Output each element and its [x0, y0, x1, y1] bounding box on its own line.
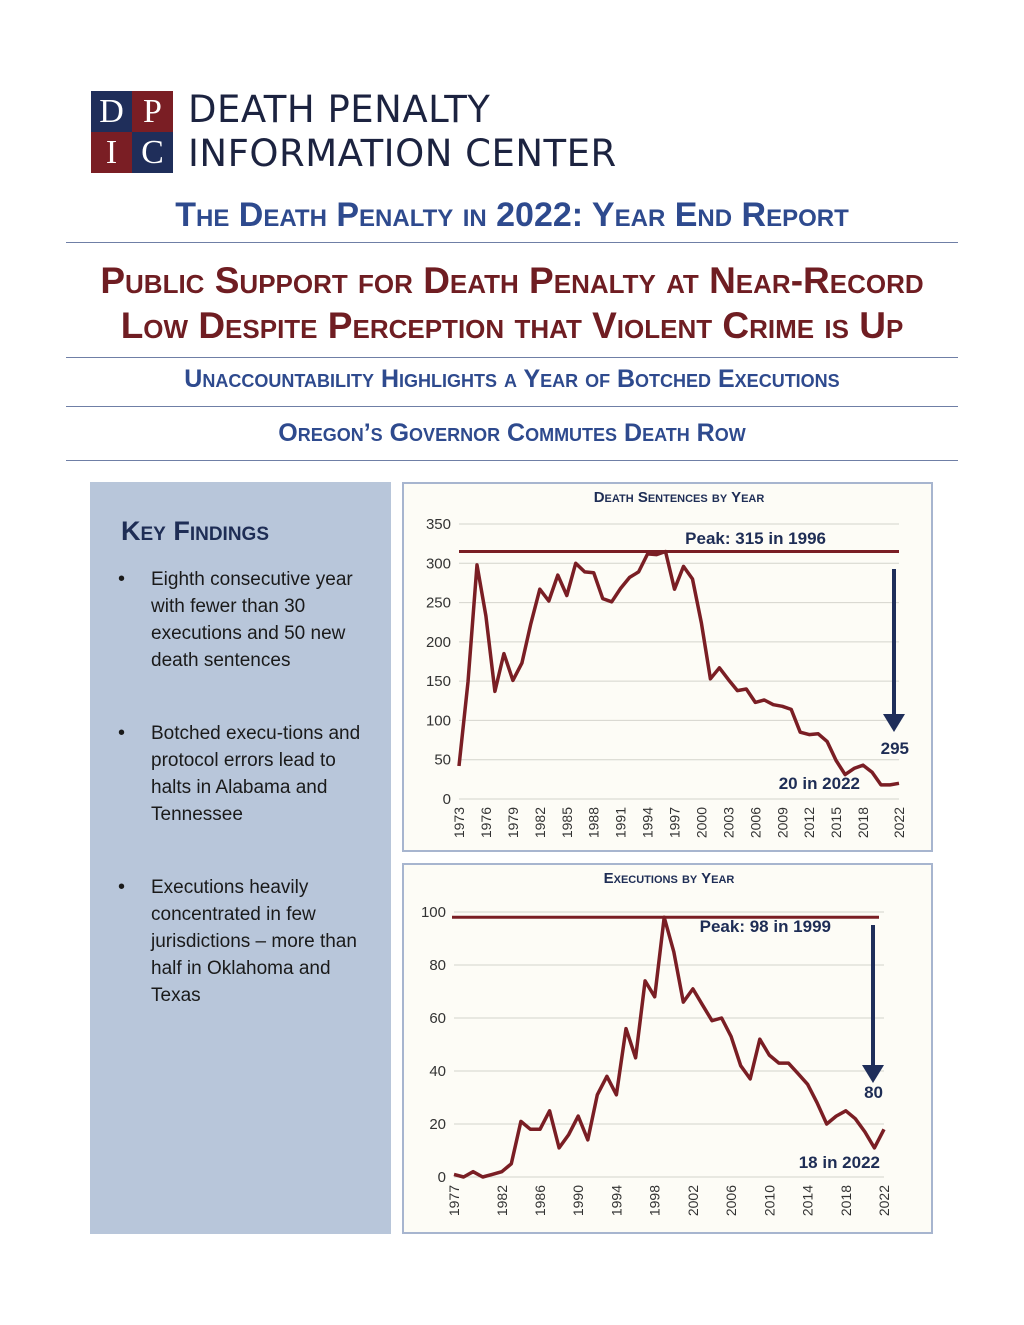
drop-label: 80 — [864, 1083, 883, 1102]
x-tick-label: 1994 — [640, 807, 656, 838]
x-tick-label: 2022 — [876, 1185, 892, 1216]
latest-value-label: 18 in 2022 — [799, 1153, 880, 1172]
key-finding-item: Botched execu-tions and protocol errors … — [118, 720, 368, 828]
organization-name: DEATH PENALTY INFORMATION CENTER — [188, 88, 617, 176]
x-tick-label: 1982 — [532, 807, 548, 838]
organization-line-2: INFORMATION CENTER — [188, 132, 617, 175]
y-tick-label: 250 — [426, 595, 451, 612]
divider — [66, 406, 958, 407]
x-tick-label: 2018 — [838, 1185, 854, 1216]
headline-line-2: Low Despite Perception that Violent Crim… — [120, 305, 904, 346]
y-tick-label: 300 — [426, 555, 451, 572]
y-tick-label: 200 — [426, 634, 451, 651]
x-tick-label: 1973 — [451, 807, 467, 838]
logo-letter-p: P — [132, 91, 173, 132]
logo-letter-d: D — [91, 91, 132, 132]
y-tick-label: 100 — [421, 904, 446, 921]
series-line — [457, 549, 900, 787]
x-tick-label: 1985 — [559, 807, 575, 838]
logo-letter-i: I — [91, 132, 132, 173]
key-finding-item: Executions heavily concentrated in few j… — [118, 874, 368, 1009]
x-tick-label: 2006 — [747, 807, 763, 838]
x-tick-label: 2003 — [720, 807, 736, 838]
x-tick-label: 2022 — [891, 807, 907, 838]
dpic-logo: D P I C — [91, 91, 173, 173]
x-tick-label: 2014 — [800, 1185, 816, 1216]
x-tick-label: 1991 — [613, 807, 629, 838]
divider — [66, 357, 958, 358]
x-tick-label: 1994 — [608, 1185, 624, 1216]
headline: Public Support for Death Penalty at Near… — [66, 258, 958, 348]
organization-line-1: DEATH PENALTY — [188, 88, 491, 131]
key-findings-list: Eighth consecutive year with fewer than … — [118, 566, 368, 1009]
y-tick-label: 20 — [429, 1116, 446, 1133]
x-tick-label: 2009 — [774, 807, 790, 838]
executions-chart: Executions by Year 0 20 40 60 80 100 1977 1982 19… — [402, 863, 933, 1234]
y-tick-label: 80 — [429, 957, 446, 974]
x-tick-label: 2012 — [801, 807, 817, 838]
divider — [66, 242, 958, 243]
divider — [66, 460, 958, 461]
x-tick-label: 2015 — [828, 807, 844, 838]
x-tick-label: 2002 — [685, 1185, 701, 1216]
x-tick-label: 1988 — [586, 807, 602, 838]
x-tick-label: 2010 — [761, 1185, 777, 1216]
series-line — [453, 915, 886, 1179]
y-tick-label: 40 — [429, 1063, 446, 1080]
report-title: The Death Penalty in 2022: Year End Repo… — [175, 196, 849, 234]
y-tick-label: 0 — [443, 791, 451, 808]
logo-letter-c: C — [132, 132, 173, 173]
drop-label: 295 — [881, 739, 909, 758]
x-tick-label: 1990 — [570, 1185, 586, 1216]
x-tick-label: 1979 — [505, 807, 521, 838]
x-tick-label: 2000 — [693, 807, 709, 838]
y-tick-label: 50 — [434, 752, 451, 769]
y-tick-label: 350 — [426, 516, 451, 533]
latest-value-label: 20 in 2022 — [779, 774, 860, 793]
y-tick-label: 0 — [438, 1169, 446, 1186]
y-tick-label: 150 — [426, 673, 451, 690]
subhead-oregon: Oregon’s Governor Commutes Death Row — [278, 419, 746, 447]
peak-label: Peak: 315 in 1996 — [685, 529, 826, 548]
x-tick-label: 1982 — [494, 1185, 510, 1216]
x-tick-label: 1997 — [667, 807, 683, 838]
chart-title: Death Sentences by Year — [594, 489, 765, 506]
subhead-botched-executions: Unaccountability Highlights a Year of Bo… — [184, 365, 840, 393]
key-findings-panel: Key Findings Eighth consecutive year wit… — [90, 482, 391, 1234]
x-tick-label: 1976 — [478, 807, 494, 838]
key-findings-title: Key Findings — [121, 516, 270, 546]
headline-line-1: Public Support for Death Penalty at Near… — [100, 260, 924, 301]
drop-arrow-head — [862, 1065, 884, 1083]
executions-chart-svg: Executions by Year 0 20 40 60 80 100 1977 1982 19… — [421, 870, 892, 1216]
peak-label: Peak: 98 in 1999 — [700, 917, 831, 936]
y-tick-label: 60 — [429, 1010, 446, 1027]
chart-title: Executions by Year — [604, 870, 735, 887]
x-tick-label: 1998 — [647, 1185, 663, 1216]
key-finding-item: Eighth consecutive year with fewer than … — [118, 566, 368, 674]
death-sentences-chart-svg: Death Sentences by Year 0 50 100 150 200 250 30… — [426, 489, 909, 838]
x-tick-label: 1986 — [532, 1185, 548, 1216]
x-tick-label: 1977 — [446, 1185, 462, 1216]
x-tick-label: 2018 — [855, 807, 871, 838]
drop-arrow-head — [883, 714, 905, 732]
death-sentences-chart: Death Sentences by Year 0 50 100 150 200 250 30… — [402, 482, 933, 852]
x-tick-label: 2006 — [723, 1185, 739, 1216]
y-tick-label: 100 — [426, 712, 451, 729]
